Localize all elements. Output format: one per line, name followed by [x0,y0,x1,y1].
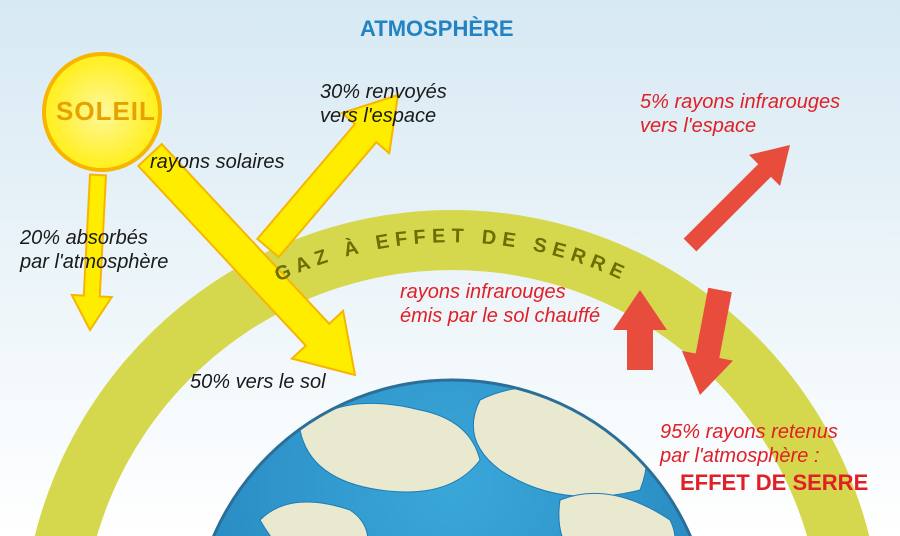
label-ir_emis: rayons infrarouges émis par le sol chauf… [400,280,600,328]
label-vers_sol: 50% vers le sol [190,370,326,394]
label-renvoyes: 30% renvoyés vers l'espace [320,80,447,128]
atmosphere-title: ATMOSPHÈRE [360,16,514,42]
label-rayons_solaires: rayons solaires [150,150,285,174]
sun-label: SOLEIL [56,96,156,127]
label-retenus_a: 95% rayons retenus par l'atmosphère : [660,420,838,468]
diagram-stage: GAZ À EFFET DE SERRE rayons solaires20% … [0,0,900,536]
label-retenus_b: EFFET DE SERRE [680,470,868,496]
label-ir_espace: 5% rayons infrarouges vers l'espace [640,90,840,138]
label-absorbes: 20% absorbés par l'atmosphère [20,226,168,274]
